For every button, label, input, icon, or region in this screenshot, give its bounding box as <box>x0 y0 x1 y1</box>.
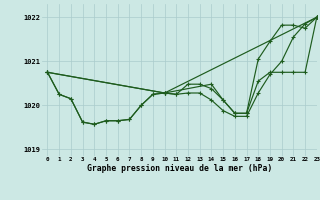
X-axis label: Graphe pression niveau de la mer (hPa): Graphe pression niveau de la mer (hPa) <box>87 164 272 173</box>
